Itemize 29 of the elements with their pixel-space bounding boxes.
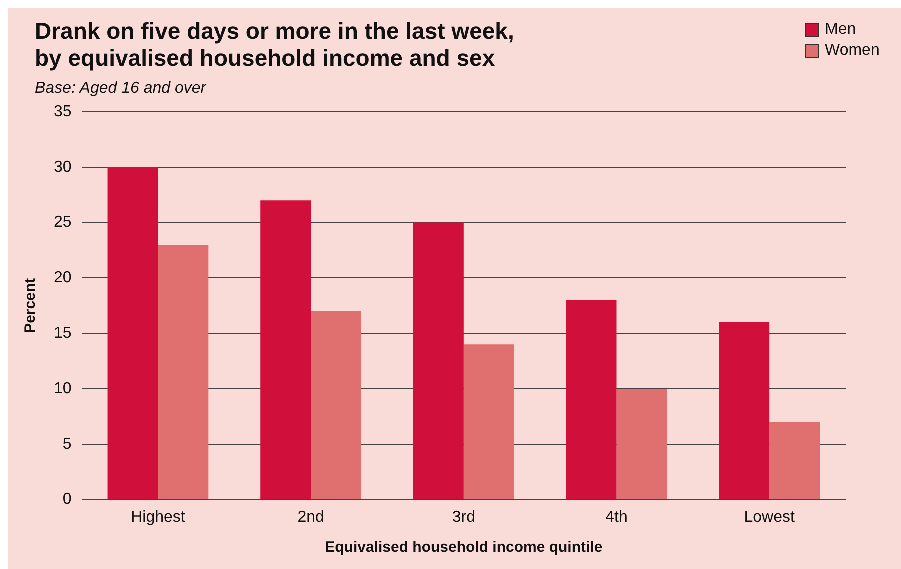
chart-subtitle: Base: Aged 16 and over (35, 80, 206, 98)
y-tick-label: 15 (54, 325, 72, 342)
y-axis-title: Percent (22, 278, 40, 334)
bar (260, 200, 312, 500)
legend-label: Women (825, 42, 880, 60)
y-tick-label: 5 (62, 436, 72, 453)
x-axis-title: Equivalised household income quintile (325, 539, 603, 556)
y-tick-label: 0 (62, 491, 72, 508)
bar (413, 222, 464, 500)
x-tick-label: 3rd (452, 508, 476, 526)
bar (719, 322, 770, 500)
y-tick-label: 25 (54, 214, 72, 232)
y-tick-label: 10 (54, 380, 72, 398)
y-tick-label: 20 (54, 270, 72, 287)
bar (464, 344, 514, 500)
bar (770, 422, 820, 500)
chart-title: Drank on five days or more in the last week, by equivalised household income and sex (35, 18, 514, 72)
x-tick-label: Highest (131, 508, 186, 526)
bar (566, 300, 617, 500)
x-tick-label: 4th (606, 508, 628, 526)
x-tick-label: 2nd (298, 508, 324, 526)
y-tick-label: 30 (54, 158, 72, 176)
bar (108, 167, 158, 500)
y-tick-label: 35 (54, 103, 72, 120)
bar (158, 244, 209, 500)
x-tick-label: Lowest (744, 508, 796, 526)
bar (616, 389, 668, 500)
legend-label: Men (825, 20, 856, 38)
bar (311, 311, 362, 500)
